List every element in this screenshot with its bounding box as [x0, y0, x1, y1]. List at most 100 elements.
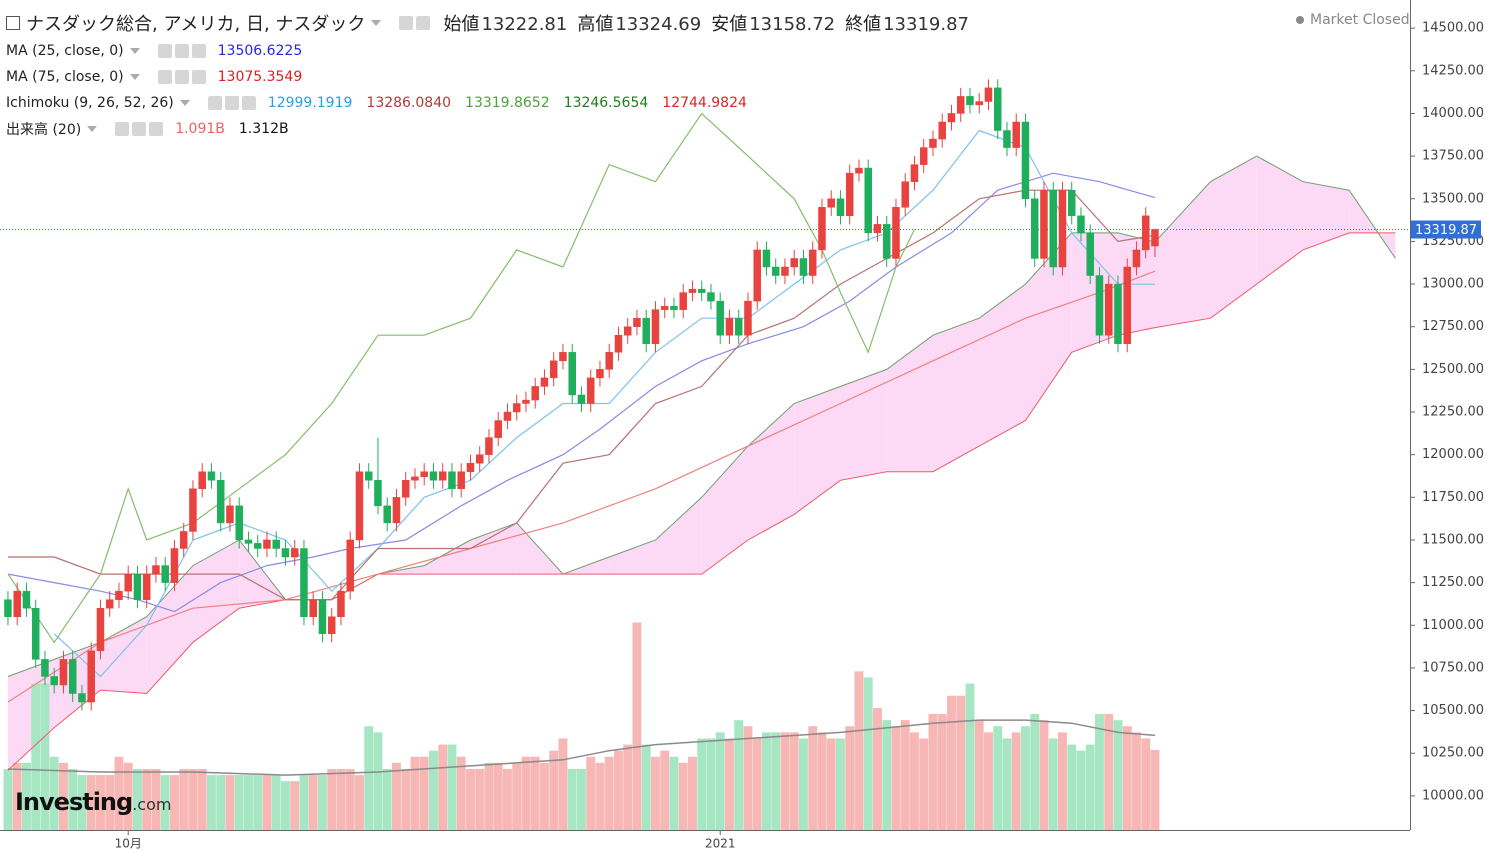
candle-body [1132, 249, 1141, 268]
volume-bar [401, 768, 411, 830]
field-name: 安値 [711, 14, 748, 35]
volume-bar [225, 775, 235, 830]
eye-icon[interactable] [115, 122, 130, 136]
dropdown[interactable] [87, 126, 98, 132]
candle-body [1058, 189, 1067, 268]
gear-icon[interactable] [416, 16, 431, 30]
volume-bar [919, 738, 929, 830]
gear-icon[interactable] [132, 122, 147, 136]
dropdown[interactable] [129, 74, 140, 80]
volume-bar [688, 756, 697, 830]
volume-bar [1058, 732, 1067, 830]
volume-bar [1132, 732, 1141, 830]
gear-icon[interactable] [174, 70, 189, 84]
logo: Investing.com [15, 788, 171, 816]
candle-body [734, 317, 743, 336]
gear-icon[interactable] [224, 96, 239, 110]
candle-body [152, 565, 160, 575]
candle-body [725, 317, 734, 336]
close-icon[interactable] [191, 44, 206, 58]
indicator-value: 13319.8652 [465, 95, 550, 111]
candle-body [929, 138, 937, 148]
candle-body [411, 476, 419, 481]
y-tick-label: 14500.00 [1422, 21, 1484, 36]
volume-bar [854, 671, 864, 830]
logo-name: Investing [15, 788, 133, 816]
indicator-value: 12744.9824 [662, 95, 747, 111]
volume-bar [244, 775, 253, 830]
close-icon[interactable] [191, 70, 206, 84]
candle-body [448, 471, 456, 490]
indicator-value: 1.312B [238, 121, 289, 137]
last-price-box [1411, 220, 1481, 239]
eye-icon[interactable] [399, 16, 414, 30]
cloud-segment [886, 335, 933, 472]
candle-body [799, 258, 808, 276]
volume-bar [77, 775, 87, 830]
volume-bar [197, 768, 207, 830]
volume-bar [1030, 714, 1040, 830]
volume-bar [151, 768, 161, 830]
candle-body [919, 147, 928, 165]
eye-icon[interactable] [157, 70, 172, 84]
indicator-line [7, 172, 1156, 613]
volume-bar [1085, 744, 1095, 830]
volume-bar [595, 762, 605, 830]
candle-body [1012, 121, 1020, 148]
candle-body [549, 360, 558, 379]
eye-icon[interactable] [207, 96, 222, 110]
dropdown[interactable] [371, 20, 382, 26]
y-tick-label: 10000.00 [1422, 788, 1484, 803]
candle-body [1095, 275, 1104, 336]
candle-body [355, 471, 364, 541]
indicator-label: 出来高 (20) [6, 122, 82, 138]
y-tick-label: 11000.00 [1422, 618, 1484, 633]
collapse-icon[interactable] [6, 16, 20, 30]
candle-body [503, 411, 512, 421]
volume-bar [641, 744, 651, 830]
volume-bar [299, 775, 309, 830]
close-icon[interactable] [241, 96, 256, 110]
volume-bar [484, 762, 494, 830]
dropdown[interactable] [179, 100, 190, 106]
candle-body [383, 505, 391, 524]
field-value: 13158.72 [749, 14, 836, 35]
volume-bar [956, 695, 966, 830]
candle-body [216, 480, 225, 524]
y-tick-label: 10750.00 [1422, 660, 1484, 675]
volume-bar [22, 762, 31, 830]
volume-bar [845, 726, 855, 830]
candle-body [771, 266, 780, 276]
candle-body [133, 573, 142, 600]
gear-icon[interactable] [174, 44, 189, 58]
volume-bar [826, 738, 836, 830]
y-tick-label: 10500.00 [1422, 703, 1484, 718]
volume-bar [419, 756, 429, 830]
volume-bar [290, 781, 300, 830]
eye-icon[interactable] [157, 44, 172, 58]
volume-bar [1067, 744, 1077, 830]
candle-body [198, 471, 206, 490]
candle-body [559, 352, 567, 362]
volume-bar [715, 732, 725, 830]
candle-body [827, 198, 835, 208]
volume-bar [512, 762, 522, 830]
candle-body [96, 607, 105, 652]
candle-body [161, 565, 169, 583]
cloud-segment [1025, 232, 1072, 421]
candle-body [115, 590, 123, 600]
candle-body [1151, 229, 1159, 247]
candle-body [68, 659, 77, 694]
volume-bar [567, 768, 577, 830]
candle-body [1077, 215, 1085, 234]
candle-body [882, 224, 891, 259]
volume-bar [789, 732, 799, 830]
close-icon[interactable] [149, 122, 164, 136]
candle-body [697, 288, 706, 293]
candle-body [13, 590, 21, 617]
dropdown[interactable] [129, 48, 140, 54]
candle-body [892, 207, 900, 259]
candle-body [438, 471, 447, 481]
candle-body [420, 471, 428, 478]
